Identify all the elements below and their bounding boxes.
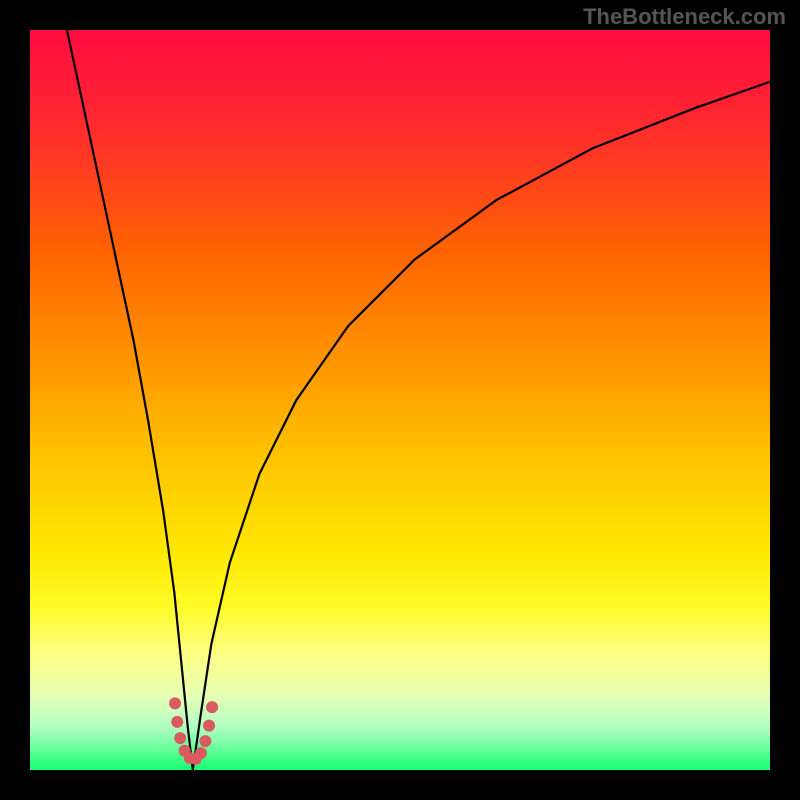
- minimum-marker-dot: [195, 747, 207, 759]
- minimum-marker-dot: [203, 720, 215, 732]
- minimum-marker-dot: [169, 697, 181, 709]
- minimum-marker-dot: [171, 716, 183, 728]
- chart-root: TheBottleneck.com: [0, 0, 800, 800]
- watermark-text: TheBottleneck.com: [583, 4, 786, 30]
- bottleneck-chart: [0, 0, 800, 800]
- minimum-marker-dot: [174, 732, 186, 744]
- minimum-marker-dot: [199, 735, 211, 747]
- minimum-marker-dot: [206, 701, 218, 713]
- plot-background: [30, 30, 770, 770]
